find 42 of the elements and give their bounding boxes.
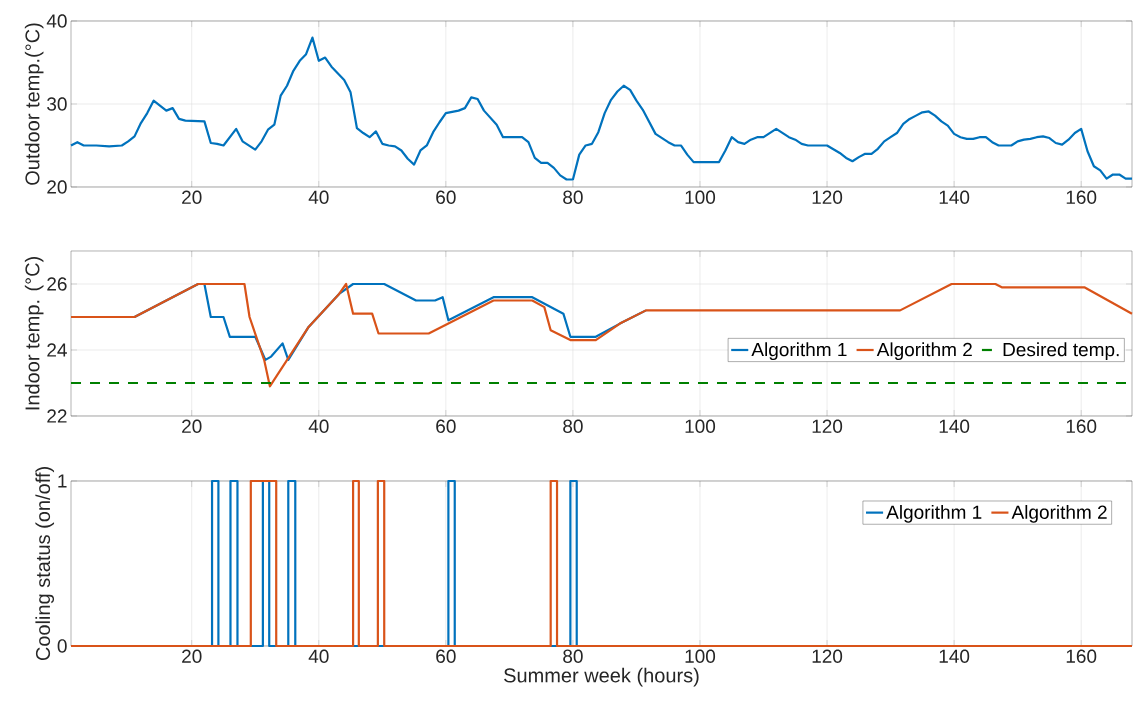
x-tick-label: 60 xyxy=(436,190,456,204)
x-tick-label: 140 xyxy=(939,649,970,663)
legend-label: Algorithm 2 xyxy=(1011,504,1107,523)
y-tick-label: 1 xyxy=(58,474,67,488)
x-tick-label: 60 xyxy=(436,649,456,663)
y-axis-title: Cooling status (on/off) xyxy=(35,467,55,661)
x-tick-label: 120 xyxy=(812,419,843,433)
y-tick-label: 0 xyxy=(57,639,67,653)
x-tick-label: 160 xyxy=(1066,649,1097,663)
y-tick-label: 26 xyxy=(47,277,67,291)
x-tick-label: 20 xyxy=(182,190,202,204)
legend-label: Algorithm 1 xyxy=(886,504,982,523)
x-tick-label: 100 xyxy=(685,419,716,433)
x-tick-label: 60 xyxy=(436,419,456,433)
x-tick-label: 160 xyxy=(1066,190,1097,204)
line-series xyxy=(69,282,1134,388)
legend-label: Algorithm 1 xyxy=(751,342,847,361)
y-axis-title: Outdoor temp.(°C) xyxy=(24,23,44,185)
x-tick-label: 40 xyxy=(308,419,329,433)
x-tick-label: 160 xyxy=(1066,419,1097,433)
x-tick-label: 80 xyxy=(563,649,583,663)
y-tick-label: 30 xyxy=(47,97,67,111)
x-tick-label: 100 xyxy=(685,190,716,204)
y-tick-label: 20 xyxy=(47,180,67,194)
x-axis-title: Summer week (hours) xyxy=(504,667,699,687)
x-tick-label: 80 xyxy=(563,419,583,433)
y-tick-label: 24 xyxy=(47,343,67,357)
y-axis-title: Indoor temp. (°C) xyxy=(24,257,44,410)
x-tick-label: 120 xyxy=(812,649,843,663)
x-tick-label: 140 xyxy=(939,190,970,204)
x-tick-label: 80 xyxy=(563,190,583,204)
legend-label: Desired temp. xyxy=(1003,342,1119,361)
y-tick-label: 40 xyxy=(46,14,67,28)
x-tick-label: 140 xyxy=(939,419,970,433)
x-tick-label: 20 xyxy=(182,419,202,433)
x-tick-label: 40 xyxy=(308,190,329,204)
x-tick-label: 40 xyxy=(308,649,329,663)
x-tick-label: 100 xyxy=(685,649,716,663)
x-tick-label: 20 xyxy=(182,649,202,663)
y-tick-label: 22 xyxy=(47,409,67,423)
legend-label: Algorithm 2 xyxy=(876,342,972,361)
x-tick-label: 120 xyxy=(812,190,843,204)
